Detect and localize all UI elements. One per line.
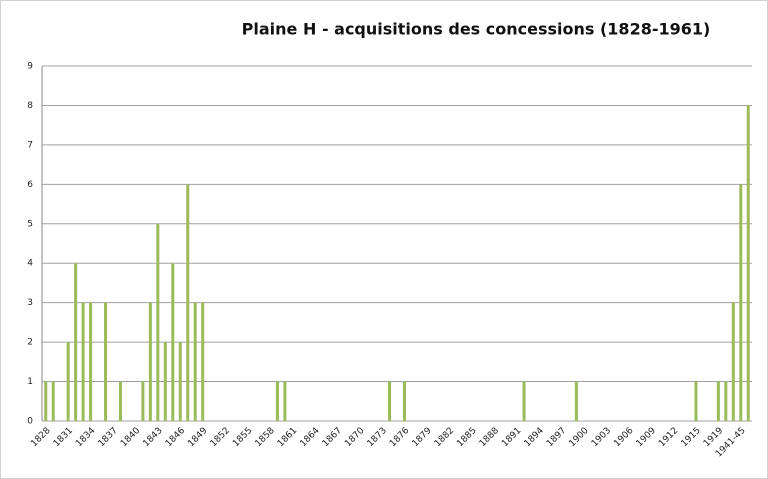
y-tick-label: 8 — [27, 101, 33, 111]
bar — [402, 381, 406, 421]
bar — [81, 302, 85, 421]
y-tick-label: 2 — [27, 338, 33, 348]
bar — [44, 381, 48, 421]
bar — [104, 302, 108, 421]
bar — [118, 381, 122, 421]
y-tick-label: 7 — [27, 140, 33, 150]
bar — [51, 381, 55, 421]
y-tick-label: 3 — [27, 298, 33, 308]
bar — [186, 184, 190, 421]
y-tick-label: 5 — [27, 219, 33, 229]
bar — [193, 302, 197, 421]
bar — [522, 381, 526, 421]
bar — [163, 342, 167, 421]
y-tick-label: 4 — [27, 259, 33, 269]
bar — [694, 381, 698, 421]
bar — [724, 381, 728, 421]
chart-title: Plaine H - acquisitions des concessions … — [242, 20, 711, 39]
bar — [275, 381, 279, 421]
bar — [66, 342, 70, 421]
bar — [178, 342, 182, 421]
bar — [716, 381, 720, 421]
y-tick-label: 1 — [27, 377, 33, 387]
bar — [141, 381, 145, 421]
bar — [746, 105, 750, 421]
bar — [283, 381, 287, 421]
bar — [171, 263, 175, 421]
bar — [388, 381, 392, 421]
bar — [731, 302, 735, 421]
bar — [574, 381, 578, 421]
bar — [156, 223, 160, 421]
bar — [739, 184, 743, 421]
y-tick-label: 9 — [27, 62, 33, 72]
bar — [201, 302, 205, 421]
bar — [89, 302, 93, 421]
y-tick-label: 6 — [27, 180, 33, 190]
bar — [74, 263, 78, 421]
y-tick-label: 0 — [27, 417, 33, 427]
bar — [148, 302, 152, 421]
